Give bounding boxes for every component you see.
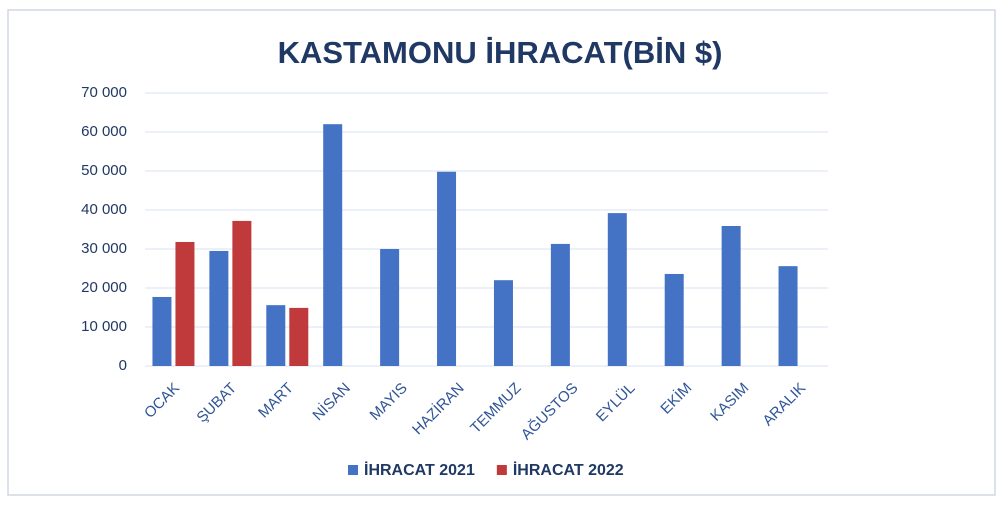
y-tick-label: 60 000 — [81, 123, 127, 140]
bar — [266, 305, 286, 366]
chart-frame — [7, 9, 996, 496]
bar — [778, 266, 798, 366]
bar — [380, 249, 400, 366]
legend-swatch — [496, 465, 507, 475]
y-tick-label: 20 000 — [81, 279, 127, 296]
y-tick-label: 40 000 — [81, 201, 127, 218]
bar — [550, 243, 570, 366]
bar — [152, 296, 172, 366]
bar — [209, 250, 229, 366]
bar — [175, 241, 195, 366]
bar — [437, 171, 457, 366]
chart-title: KASTAMONU İHRACAT(BİN $) — [278, 35, 723, 70]
y-tick-label: 10 000 — [81, 318, 127, 335]
y-tick-label: 70 000 — [81, 84, 127, 101]
legend-label: İHRACAT 2022 — [513, 461, 624, 479]
bar — [232, 220, 252, 366]
bar — [664, 273, 684, 366]
bar — [607, 213, 627, 366]
bar — [323, 124, 343, 366]
legend-label: İHRACAT 2021 — [364, 461, 475, 479]
bar — [721, 225, 741, 366]
y-tick-label: 30 000 — [81, 240, 127, 257]
y-tick-label: 0 — [119, 357, 127, 374]
y-tick-label: 50 000 — [81, 162, 127, 179]
bar — [289, 307, 309, 366]
legend-swatch — [348, 465, 358, 475]
bar — [493, 280, 513, 366]
